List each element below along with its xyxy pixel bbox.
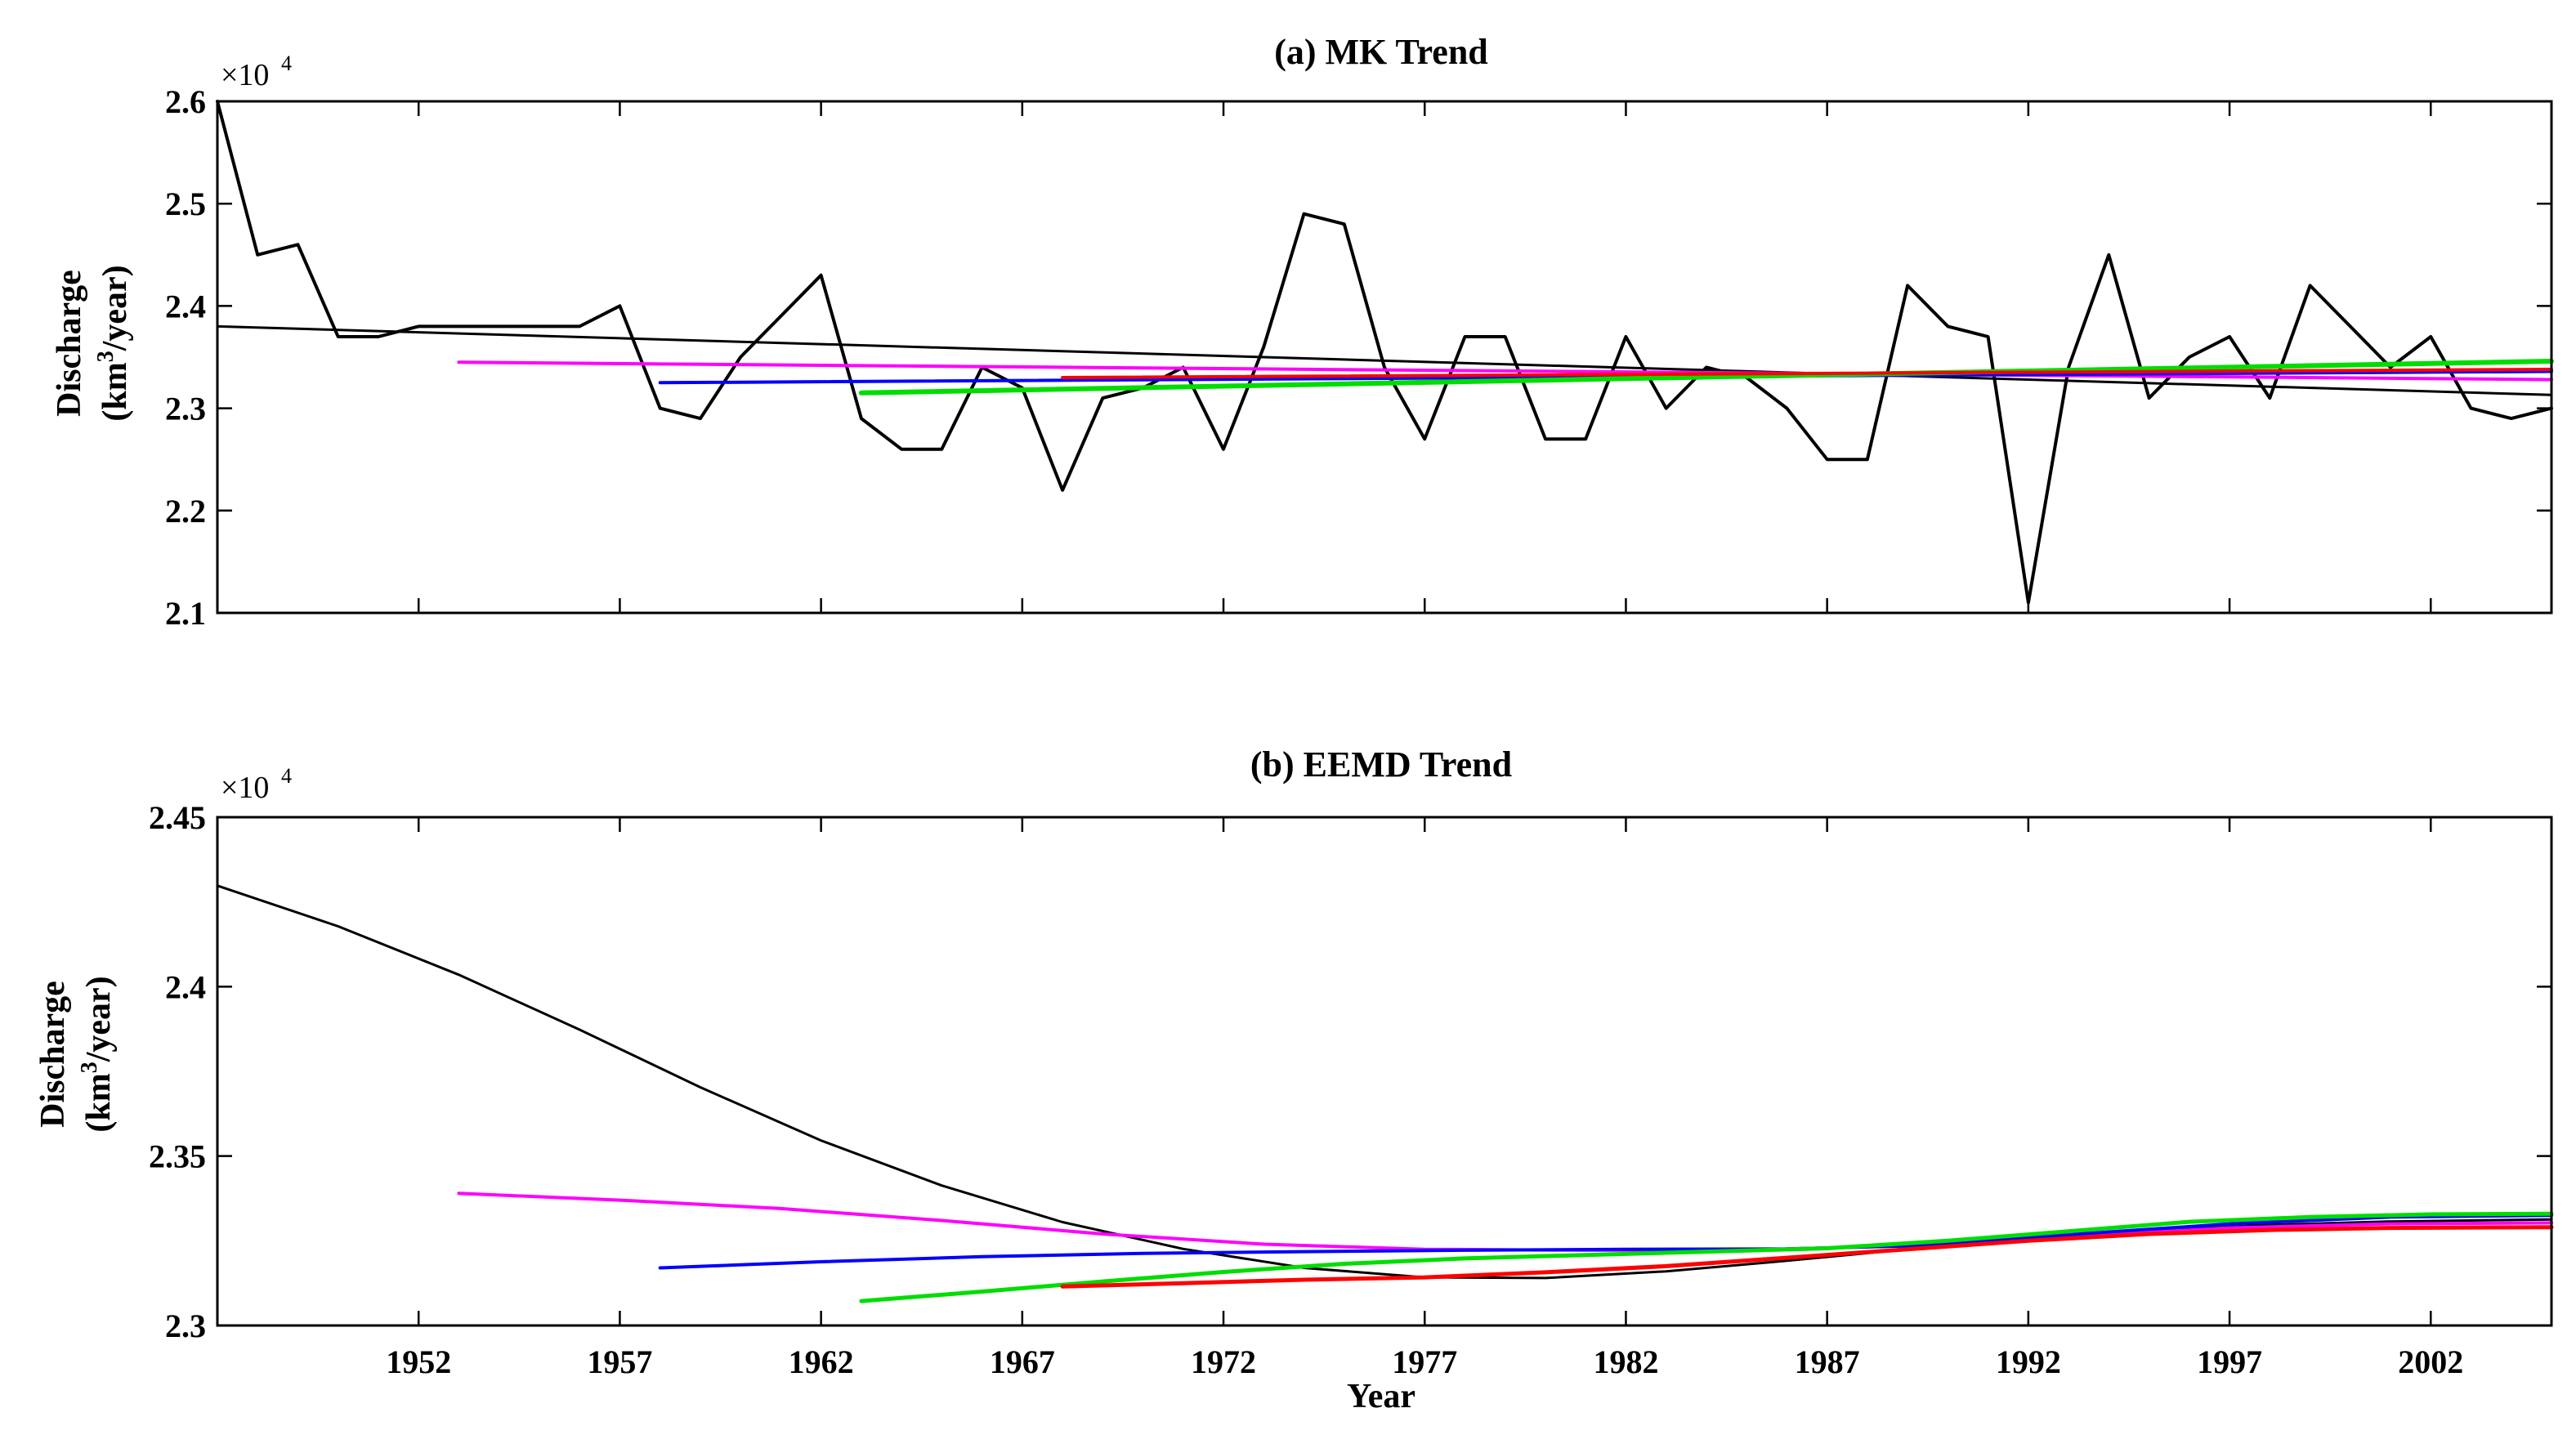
panel-b-xtick-label: 1962 xyxy=(789,1343,854,1380)
panel-mk-trend: (a) MK Trend ×10 4 Discharge (km3/year) … xyxy=(51,32,2554,632)
panel-eemd-trend: (b) EEMD Trend ×10 4 Discharge (km3/year… xyxy=(34,744,2554,1415)
panel-b-xtick-label: 1967 xyxy=(990,1343,1055,1380)
panel-a-ytick-label: 2.6 xyxy=(165,83,206,120)
panel-b-series xyxy=(216,884,2554,1303)
panel-b-series-blue-2 xyxy=(658,1214,2553,1270)
panel-b-ytick-label: 2.4 xyxy=(165,968,206,1005)
panel-a-series-red-5 xyxy=(1061,368,2553,379)
panel-b-xtick-label: 1987 xyxy=(1795,1343,1860,1380)
panel-a-ytick-label: 2.1 xyxy=(165,595,206,632)
panel-b-series-red-4 xyxy=(1060,1225,2554,1289)
panel-b-xtick-label: 1957 xyxy=(587,1343,652,1380)
panel-b-multiplier-base: ×10 xyxy=(221,771,269,805)
panel-a-ylabel-unit-post: /year) xyxy=(96,265,134,351)
panel-b-frame xyxy=(216,816,2553,1327)
panel-a-series xyxy=(216,100,2554,605)
panel-b-series-black-0 xyxy=(216,884,2553,1280)
panel-a-ylabel-unit-sup: 3 xyxy=(93,351,119,362)
panel-b-ylabel-unit-sup: 3 xyxy=(77,1062,102,1073)
panel-b-ytick-label: 2.35 xyxy=(149,1138,206,1175)
panel-a-ylabel-unit-pre: (km xyxy=(96,362,134,421)
panel-b-ytick-label: 2.45 xyxy=(149,799,206,836)
panel-b-xtick-label: 2002 xyxy=(2398,1343,2463,1380)
panel-b-xtick-label: 1982 xyxy=(1593,1343,1658,1380)
panel-a-series-green-4 xyxy=(858,359,2554,396)
panel-a-multiplier-exp: 4 xyxy=(281,51,292,75)
panel-b-ylabel-unit-post: /year) xyxy=(80,976,118,1062)
panel-a-ytick-label: 2.5 xyxy=(165,186,206,222)
panel-b-ylabel: Discharge (km3/year) xyxy=(34,976,118,1132)
panel-a-ylabel: Discharge (km3/year) xyxy=(51,265,134,421)
panel-a-ylabel-line1: Discharge xyxy=(51,270,88,417)
panel-b-series-green-3 xyxy=(859,1211,2554,1303)
panel-b-ylabel-line2: (km3/year) xyxy=(77,976,118,1132)
panel-a-multiplier-base: ×10 xyxy=(221,58,269,92)
panel-b-xtick-label: 1952 xyxy=(386,1343,451,1380)
panel-b-multiplier-exp: 4 xyxy=(281,764,292,788)
panel-b-xtick-label: 1997 xyxy=(2197,1343,2262,1380)
panel-a-series-black-1 xyxy=(216,324,2553,396)
panel-b-ticks: 2.3 2.35 2.4 2.45 1952 1957 1962 1967 1972 1977 19… xyxy=(149,799,2551,1380)
panel-a-ytick-label: 2.3 xyxy=(165,391,206,427)
panel-a-series-black-0 xyxy=(216,100,2553,605)
panel-b-multiplier: ×10 4 xyxy=(221,764,292,805)
panel-b-xtick-label: 1977 xyxy=(1392,1343,1457,1380)
panel-a-ytick-label: 2.2 xyxy=(165,493,206,530)
panel-b-ylabel-line1: Discharge xyxy=(34,981,72,1128)
x-axis-label: Year xyxy=(1347,1378,1415,1415)
panel-a-series-magenta-2 xyxy=(457,360,2553,382)
panel-b-ytick-label: 2.3 xyxy=(165,1308,206,1344)
panel-b-xtick-label: 1972 xyxy=(1191,1343,1256,1380)
panel-b-xtick-label: 1992 xyxy=(1996,1343,2061,1380)
panel-a-multiplier: ×10 4 xyxy=(221,51,292,92)
panel-a-title: (a) MK Trend xyxy=(1274,32,1488,72)
panel-a-ylabel-line2: (km3/year) xyxy=(93,265,134,421)
panel-a-ytick-label: 2.4 xyxy=(165,288,206,324)
panel-b-ylabel-unit-pre: (km xyxy=(80,1073,118,1132)
panel-b-title: (b) EEMD Trend xyxy=(1250,744,1512,785)
panel-a-frame xyxy=(216,100,2553,615)
panel-a-ticks: 2.1 2.2 2.3 2.4 2.5 2.6 xyxy=(165,83,2551,632)
